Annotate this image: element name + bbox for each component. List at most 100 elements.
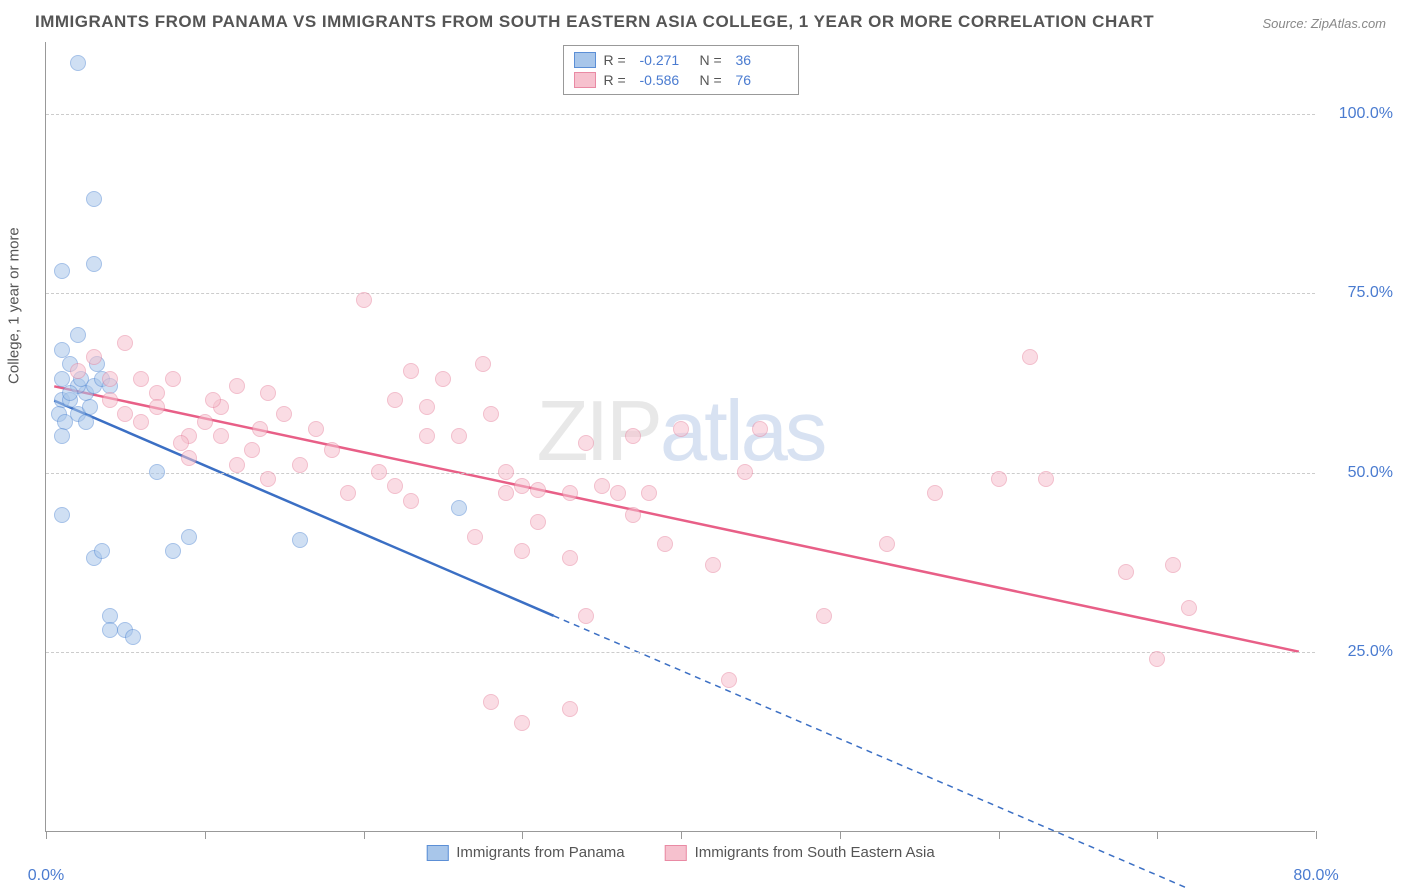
x-tick [999,831,1000,839]
y-tick-label: 50.0% [1348,464,1393,482]
point-sea [483,406,499,422]
series-legend: Immigrants from Panama Immigrants from S… [426,844,935,861]
point-sea [705,557,721,573]
r-label: R = [604,72,632,88]
point-sea [324,442,340,458]
point-panama [70,327,86,343]
point-panama [82,399,98,415]
point-panama [86,256,102,272]
point-sea [1165,557,1181,573]
point-sea [1038,471,1054,487]
point-sea [1181,600,1197,616]
point-sea [562,550,578,566]
point-sea [514,543,530,559]
point-sea [205,392,221,408]
point-sea [816,608,832,624]
point-panama [54,263,70,279]
point-sea [165,371,181,387]
legend-row-sea: R = -0.586 N = 76 [574,70,788,90]
x-tick [205,831,206,839]
point-sea [610,485,626,501]
point-sea [229,457,245,473]
point-sea [133,371,149,387]
point-sea [419,399,435,415]
point-sea [403,493,419,509]
swatch-sea [574,72,596,88]
r-label: R = [604,52,632,68]
point-sea [149,399,165,415]
y-tick-label: 75.0% [1348,284,1393,302]
gridline-horizontal [46,652,1315,653]
point-panama [86,191,102,207]
point-sea [562,701,578,717]
point-sea [252,421,268,437]
point-sea [451,428,467,444]
point-sea [514,715,530,731]
point-panama [94,543,110,559]
r-value: -0.586 [640,72,692,88]
point-sea [340,485,356,501]
point-sea [133,414,149,430]
x-tick [522,831,523,839]
point-sea [530,482,546,498]
point-panama [62,385,78,401]
gridline-horizontal [46,293,1315,294]
point-sea [879,536,895,552]
point-sea [387,392,403,408]
point-panama [125,629,141,645]
point-panama [54,428,70,444]
point-sea [292,457,308,473]
point-sea [244,442,260,458]
point-sea [721,672,737,688]
point-sea [625,507,641,523]
x-tick [1157,831,1158,839]
legend-item-sea: Immigrants from South Eastern Asia [665,844,935,861]
point-sea [356,292,372,308]
point-sea [530,514,546,530]
point-sea [1022,349,1038,365]
point-sea [86,349,102,365]
r-value: -0.271 [640,52,692,68]
point-sea [927,485,943,501]
y-tick-label: 100.0% [1339,105,1393,123]
n-value: 76 [736,72,788,88]
point-sea [625,428,641,444]
trendline-panama [54,401,553,616]
point-sea [213,428,229,444]
point-sea [514,478,530,494]
legend-label: Immigrants from Panama [456,844,624,861]
point-panama [102,622,118,638]
y-axis-label: College, 1 year or more [6,227,23,384]
swatch-panama [426,845,448,861]
x-tick [364,831,365,839]
x-tick [1316,831,1317,839]
point-panama [451,500,467,516]
point-panama [54,507,70,523]
point-sea [752,421,768,437]
point-sea [102,392,118,408]
point-sea [403,363,419,379]
point-sea [435,371,451,387]
point-sea [673,421,689,437]
n-value: 36 [736,52,788,68]
x-tick [46,831,47,839]
x-tick-label: 80.0% [1293,867,1338,885]
point-sea [562,485,578,501]
point-sea [260,385,276,401]
point-sea [991,471,1007,487]
point-sea [657,536,673,552]
point-sea [1149,651,1165,667]
x-tick-label: 0.0% [28,867,64,885]
source-attribution: Source: ZipAtlas.com [1262,16,1386,31]
point-sea [498,485,514,501]
correlation-legend: R = -0.271 N = 36 R = -0.586 N = 76 [563,45,799,95]
chart-title: IMMIGRANTS FROM PANAMA VS IMMIGRANTS FRO… [35,12,1154,32]
swatch-sea [665,845,687,861]
point-sea [483,694,499,710]
point-sea [475,356,491,372]
chart-plot-area: ZIPatlas R = -0.271 N = 36 R = -0.586 N … [45,42,1315,832]
n-label: N = [700,72,728,88]
gridline-horizontal [46,114,1315,115]
point-sea [102,371,118,387]
point-sea [276,406,292,422]
